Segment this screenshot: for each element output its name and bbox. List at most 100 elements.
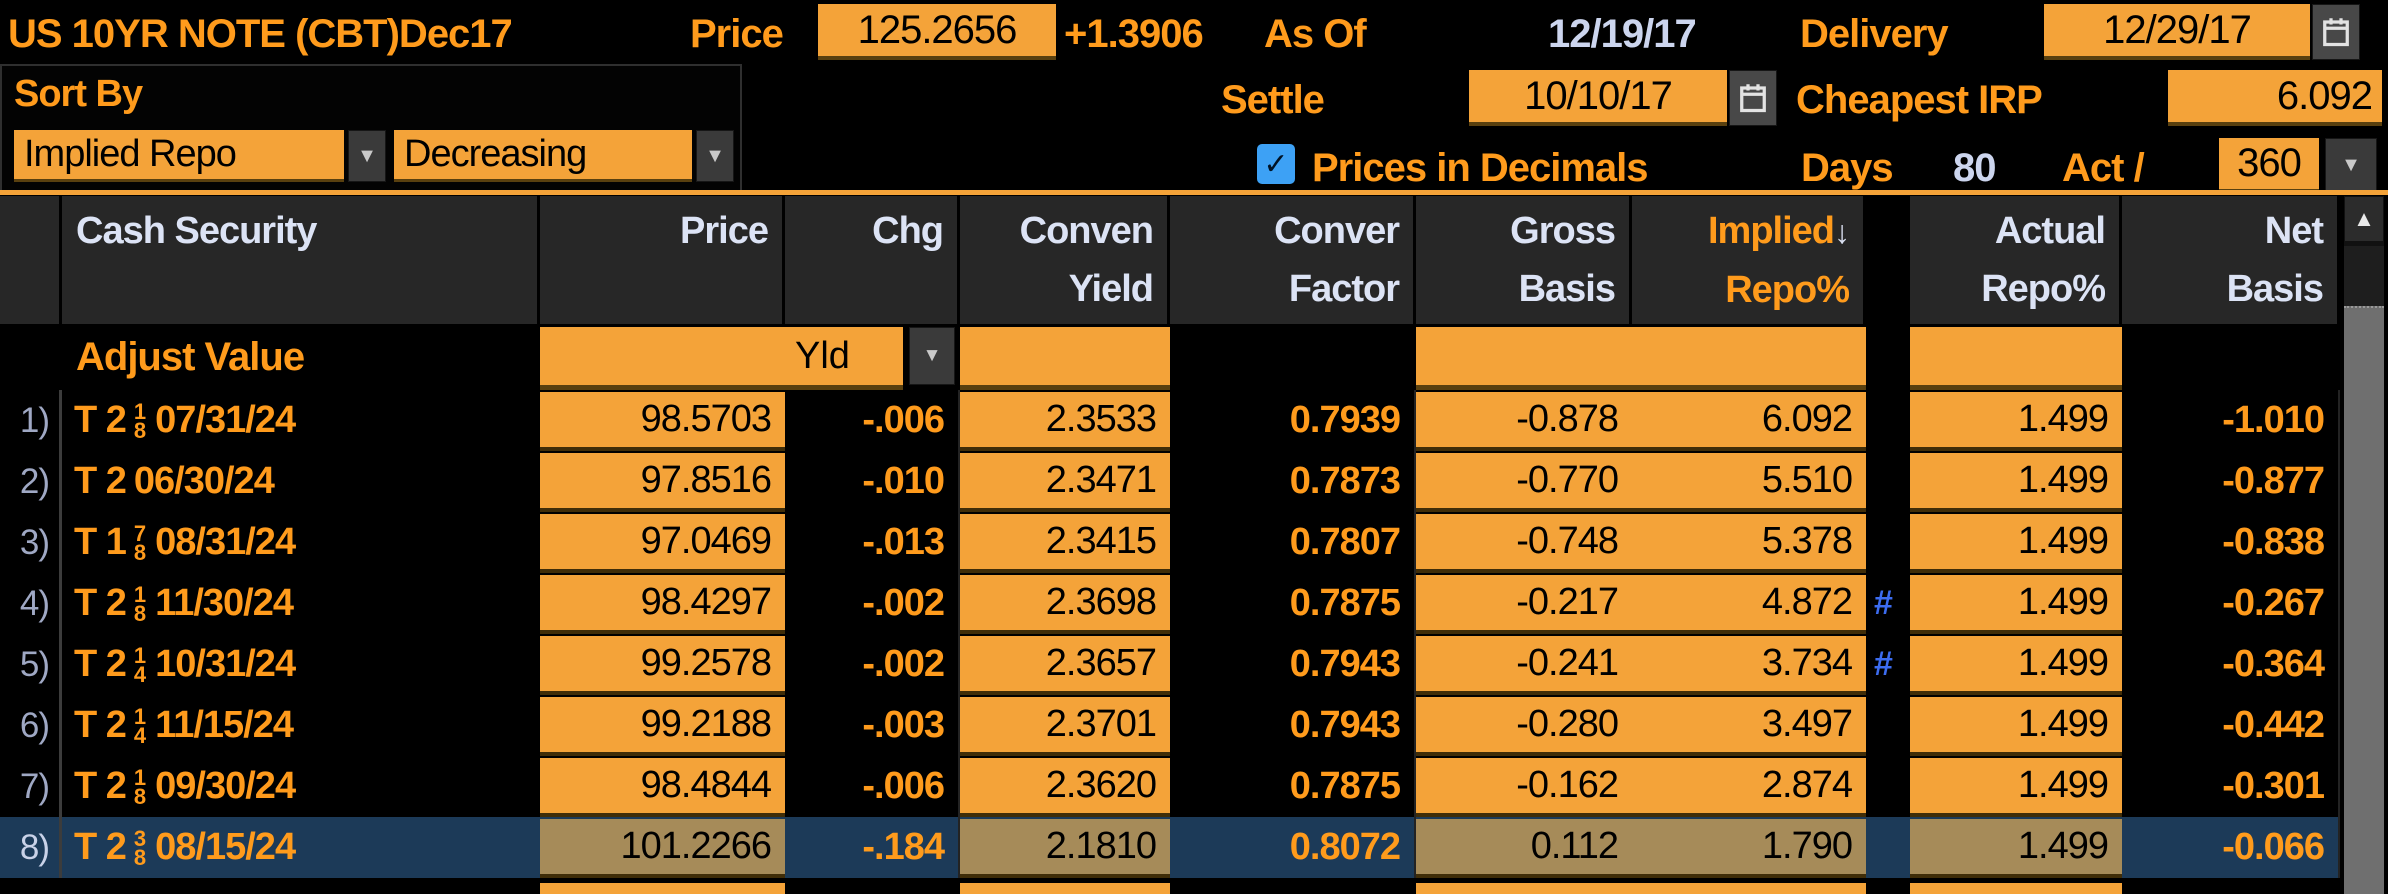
cell-conven-yield: 2.1810: [960, 819, 1170, 878]
header-actual-repo[interactable]: Actual Repo%: [1910, 196, 2122, 324]
row-number: 4): [0, 573, 62, 634]
cell-conven-yield: 2.3701: [960, 697, 1170, 756]
cell-gross-basis: 0.112: [1416, 819, 1632, 878]
cell-implied-repo: 5.378: [1632, 514, 1866, 573]
sort-field-select[interactable]: Implied Repo: [14, 130, 344, 182]
price-input[interactable]: 125.2656: [818, 4, 1056, 60]
cell-price: 98.5703: [540, 392, 785, 451]
adjust-value-label: Adjust Value: [76, 334, 305, 379]
as-of-date: 12/19/17: [1548, 12, 1697, 56]
header-net-basis[interactable]: Net Basis: [2122, 196, 2340, 324]
cell-gross-basis: -0.280: [1416, 697, 1632, 756]
cell-gross-basis: -0.241: [1416, 636, 1632, 695]
cell-conver-factor: 0.7939: [1170, 390, 1416, 451]
settle-calendar-button[interactable]: [1729, 70, 1777, 126]
cell-actual-repo: 1.499: [1910, 392, 2122, 451]
cell-conver-factor: 0.7943: [1170, 695, 1416, 756]
header-conver-factor[interactable]: Conver Factor: [1170, 196, 1416, 324]
vertical-scrollbar[interactable]: ▲: [2344, 196, 2384, 894]
daycount-select[interactable]: 360: [2219, 138, 2319, 192]
cell-actual-repo: 1.499: [1910, 453, 2122, 512]
cell-net-basis: -0.066: [2122, 817, 2340, 878]
amber-separator: [0, 190, 2388, 195]
scroll-up-button[interactable]: ▲: [2344, 196, 2384, 242]
cell-price: 98.4844: [540, 758, 785, 817]
header-implied-repo[interactable]: Implied↓ Repo%: [1632, 196, 1866, 324]
scrollbar-thumb[interactable]: [2344, 306, 2384, 894]
adjust-chg-mode-dropdown-button[interactable]: ▼: [909, 327, 955, 385]
cell-actual-repo: 1.499: [1910, 514, 2122, 573]
cell-conver-factor: 0.7873: [1170, 451, 1416, 512]
header-gross-basis[interactable]: Gross Basis: [1416, 196, 1632, 324]
cell-conven-yield: 2.3533: [960, 392, 1170, 451]
header-conven-yield[interactable]: Conven Yield: [960, 196, 1170, 324]
adjust-implied-repo-input[interactable]: [1632, 327, 1866, 390]
cell-flag: [1866, 817, 1910, 878]
delivery-label: Delivery: [1800, 12, 1949, 56]
cell-flag: [1866, 512, 1910, 573]
header-flag-spacer: [1866, 196, 1910, 324]
delivery-calendar-button[interactable]: [2312, 4, 2360, 60]
price-label: Price: [690, 12, 784, 56]
cell-conven-yield: 2.3620: [960, 758, 1170, 817]
ctd-table: Cash Security Price Chg Conven Yield Conv…: [0, 196, 2340, 894]
cell-price: 101.2266: [540, 819, 785, 878]
cell-price: 99.2188: [540, 697, 785, 756]
cell-conver-factor: 0.7875: [1170, 573, 1416, 634]
header-price[interactable]: Price: [540, 196, 785, 324]
adjust-price-input[interactable]: [540, 327, 785, 390]
cell-chg: -.010: [785, 451, 960, 512]
cell-actual-repo: 1.499: [1910, 575, 2122, 634]
row-number: 5): [0, 634, 62, 695]
settle-date-input[interactable]: 10/10/17: [1469, 70, 1727, 126]
cell-price: 97.0469: [540, 514, 785, 573]
table-row[interactable]: 2) T 2 06/30/24 97.8516 -.010 2.3471 0.7…: [0, 451, 2340, 512]
prices-in-decimals-checkbox[interactable]: ✓: [1257, 144, 1295, 184]
adjust-conven-yield-input[interactable]: [960, 327, 1170, 390]
daycount-label: Act /: [2062, 146, 2145, 190]
cell-chg: -.013: [785, 512, 960, 573]
partial-next-row: [0, 878, 2340, 894]
cell-conver-factor: 0.7875: [1170, 756, 1416, 817]
chevron-down-icon: ▼: [357, 144, 377, 167]
cheapest-irp-value: 6.092: [2276, 73, 2373, 118]
scroll-up-icon: ▲: [2353, 206, 2375, 231]
adjust-gross-basis-input[interactable]: [1416, 327, 1632, 390]
cell-cash-security: T 2 06/30/24: [74, 460, 275, 502]
as-of-label: As Of: [1264, 12, 1367, 56]
header-cash-security[interactable]: Cash Security: [62, 196, 540, 324]
header-chg[interactable]: Chg: [785, 196, 960, 324]
scrollbar-track[interactable]: [2344, 246, 2384, 894]
adjust-chg-mode-select[interactable]: Yld: [785, 327, 903, 390]
calendar-icon: [1740, 84, 1766, 113]
adjust-value-row: Adjust Value Yld ▼: [0, 324, 2340, 390]
cell-chg: -.006: [785, 390, 960, 451]
sort-direction-dropdown-button[interactable]: ▼: [696, 130, 734, 182]
cell-flag: [1866, 695, 1910, 756]
cell-actual-repo: 1.499: [1910, 819, 2122, 878]
days-label: Days: [1801, 146, 1894, 190]
adjust-actual-repo-input[interactable]: [1910, 327, 2122, 390]
cell-chg: -.184: [785, 817, 960, 878]
sort-direction-select[interactable]: Decreasing: [394, 130, 692, 182]
sort-field-dropdown-button[interactable]: ▼: [348, 130, 386, 182]
page-title: US 10YR NOTE (CBT)Dec17: [8, 12, 513, 56]
daycount-dropdown-button[interactable]: ▼: [2325, 138, 2377, 192]
cell-net-basis: -0.838: [2122, 512, 2340, 573]
delivery-date-input[interactable]: 12/29/17: [2044, 4, 2310, 60]
row-number: 7): [0, 756, 62, 817]
